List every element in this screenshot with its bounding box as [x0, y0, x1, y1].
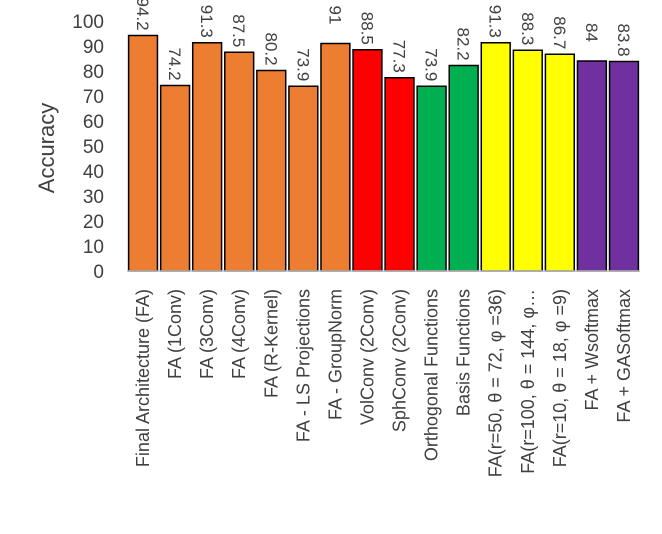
data-label: 88.3	[518, 12, 537, 45]
category-label: FA - GroupNorm	[325, 289, 345, 420]
y-tick-label: 10	[83, 237, 104, 258]
data-labels: 94.2 74.2 91.3 87.5 80.2 73.9 91 88.5 77.3 73.9 82…	[133, 0, 633, 81]
data-label: 73.9	[293, 48, 312, 81]
bar	[352, 49, 383, 272]
y-tick-label: 20	[83, 212, 104, 233]
category-label: FA (3Conv)	[197, 289, 217, 379]
data-label: 73.9	[422, 48, 441, 81]
bar	[191, 42, 223, 272]
data-label: 84	[582, 23, 601, 42]
data-label: 86.7	[550, 16, 569, 49]
category-label: FA (4Conv)	[229, 289, 249, 379]
y-tick-label: 60	[83, 112, 104, 133]
bar	[544, 53, 576, 272]
bar	[256, 69, 287, 272]
bar	[608, 60, 640, 272]
y-axis-ticks: 0 10 20 30 40 50 60 70 80 90 100	[72, 12, 104, 283]
y-tick-label: 40	[83, 162, 104, 183]
data-label: 87.5	[229, 14, 248, 47]
y-tick-label: 80	[83, 62, 104, 83]
category-label: FA(r=50, θ = 72, φ =36)	[486, 289, 506, 477]
data-label: 80.2	[261, 33, 280, 66]
bar	[576, 60, 608, 272]
category-label: FA + Wsoftmax	[582, 289, 602, 411]
data-label: 88.5	[357, 12, 376, 45]
bar	[127, 34, 159, 272]
bar	[288, 85, 319, 272]
bar	[224, 51, 255, 272]
y-tick-label: 50	[83, 137, 104, 158]
y-tick-label: 70	[83, 87, 104, 108]
y-tick-label: 30	[83, 187, 104, 208]
bar	[448, 64, 479, 272]
data-label: 74.2	[165, 48, 184, 81]
data-label: 82.2	[454, 28, 473, 61]
category-label: Final Architecture (FA)	[133, 289, 153, 467]
category-labels: Final Architecture (FA) FA (1Conv) FA (3Co…	[133, 289, 634, 477]
category-label: FA + GASoftmax	[614, 289, 634, 423]
category-label: Basis Functions	[454, 289, 474, 416]
data-label: 94.2	[133, 0, 152, 31]
category-label: FA (R-Kernel)	[261, 289, 281, 398]
category-label: VolConv (2Conv)	[357, 289, 377, 425]
bar	[512, 49, 543, 272]
bar	[320, 42, 351, 272]
bar	[416, 85, 447, 272]
category-label: FA (1Conv)	[165, 289, 185, 379]
category-label: FA(r=10, θ = 18, φ =9)	[550, 289, 570, 467]
data-label: 91	[325, 6, 344, 25]
y-tick-label: 0	[93, 262, 104, 283]
bar	[480, 42, 511, 272]
data-label: 91.3	[197, 5, 216, 38]
bars	[127, 34, 640, 272]
data-label: 91.3	[486, 5, 505, 38]
data-label: 83.8	[614, 24, 633, 57]
bar	[159, 84, 191, 272]
category-label: FA - LS Projections	[293, 289, 313, 442]
data-label: 77.3	[390, 40, 409, 73]
category-label: SphConv (2Conv)	[390, 289, 410, 432]
y-tick-label: 90	[83, 37, 104, 58]
category-label: FA(r=100, θ = 144, φ…	[518, 289, 538, 474]
y-tick-label: 100	[72, 12, 104, 33]
category-label: Orthogonal Functions	[422, 289, 442, 461]
bar	[384, 77, 415, 272]
y-axis-title: Accuracy	[34, 103, 59, 193]
